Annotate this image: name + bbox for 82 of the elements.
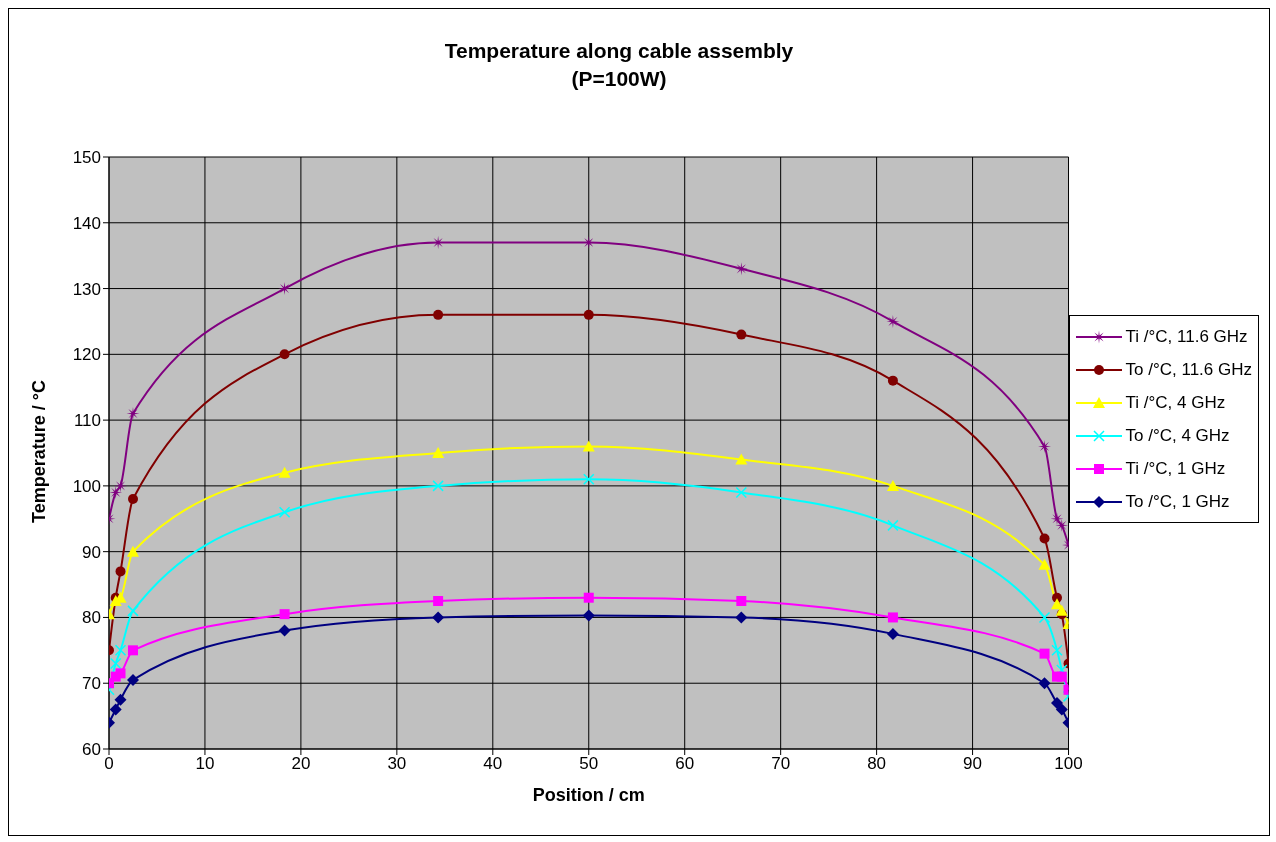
point — [1055, 604, 1068, 616]
point — [1039, 533, 1050, 544]
x-tick-label: 40 — [483, 754, 503, 774]
x-tick-label: 80 — [867, 754, 887, 774]
point — [1038, 677, 1051, 690]
point — [735, 486, 748, 499]
x-tick-label: 20 — [291, 754, 311, 774]
point — [433, 309, 444, 320]
point — [887, 375, 898, 386]
point — [114, 644, 127, 657]
chart-title: Temperature along cable assembly (P=100W) — [443, 38, 795, 92]
point — [278, 466, 291, 478]
point — [115, 566, 126, 577]
point — [582, 440, 595, 452]
point — [1051, 644, 1063, 657]
point — [583, 309, 594, 320]
point — [115, 668, 126, 679]
point — [886, 627, 899, 640]
point — [1055, 703, 1068, 716]
point — [278, 282, 292, 296]
x-tick-label: 60 — [675, 754, 695, 774]
point — [127, 645, 138, 656]
legend-label: Ti /°C, 11.6 GHz — [1125, 326, 1248, 347]
point — [735, 453, 748, 465]
point — [1038, 439, 1052, 453]
x-tick-label: 0 — [104, 754, 114, 774]
legend-label: Ti /°C, 4 GHz — [1125, 392, 1226, 413]
point — [583, 473, 595, 486]
point — [1051, 696, 1063, 709]
point — [1038, 611, 1051, 624]
point — [432, 611, 445, 624]
y-tick-label: 150 — [72, 148, 101, 168]
x-tick-label: 90 — [963, 754, 983, 774]
point — [1038, 558, 1051, 570]
x-tick-label: 70 — [771, 754, 791, 774]
y-tick-label: 110 — [73, 411, 101, 431]
point — [278, 624, 291, 637]
x-axis-title: Position / cm — [532, 785, 645, 805]
point — [127, 494, 138, 505]
y-tick-label: 140 — [72, 213, 101, 233]
point — [126, 673, 139, 686]
point — [887, 612, 898, 623]
point — [126, 545, 139, 557]
y-tick-label: 80 — [82, 608, 101, 628]
point — [887, 519, 899, 532]
point — [127, 605, 139, 617]
y-tick-label: 60 — [82, 740, 101, 760]
point — [432, 447, 445, 458]
y-tick-label: 120 — [72, 345, 101, 365]
legend-label: To /°C, 4 GHz — [1125, 425, 1230, 446]
point — [1050, 512, 1064, 526]
point — [109, 657, 122, 670]
point — [1039, 648, 1050, 659]
point — [735, 611, 748, 624]
x-tick-label: 100 — [1054, 754, 1083, 774]
point — [279, 609, 290, 620]
point — [1056, 671, 1067, 682]
legend-label: To /°C, 11.6 GHz — [1125, 359, 1252, 380]
legend-label: To /°C, 1 GHz — [1125, 491, 1230, 512]
point — [109, 485, 123, 499]
y-tick-label: 70 — [82, 674, 101, 694]
point — [433, 596, 444, 606]
x-tick-label: 30 — [387, 754, 407, 774]
y-tick-label: 130 — [72, 279, 101, 299]
point — [432, 480, 444, 492]
legend-label: Ti /°C, 1 GHz — [1125, 458, 1226, 479]
point — [279, 349, 290, 360]
x-tick-label: 50 — [579, 754, 599, 774]
point — [734, 262, 748, 276]
point — [1055, 518, 1069, 532]
point — [736, 329, 747, 340]
point — [886, 479, 899, 491]
point — [583, 592, 594, 603]
point — [582, 609, 595, 622]
point — [736, 596, 747, 606]
y-axis-title: Temperature / °C — [29, 380, 50, 523]
x-tick-label: 10 — [195, 754, 215, 774]
point — [114, 693, 127, 706]
point — [109, 703, 122, 716]
y-tick-label: 100 — [72, 476, 101, 496]
point — [278, 506, 291, 518]
y-tick-label: 90 — [82, 542, 101, 562]
